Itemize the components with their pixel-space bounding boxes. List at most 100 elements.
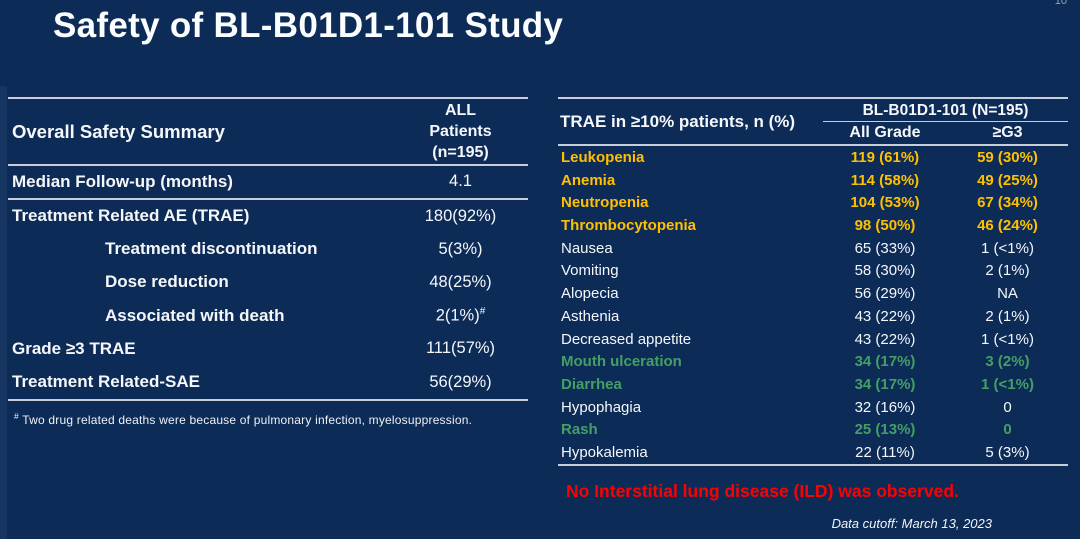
trae-row-name: Vomiting bbox=[561, 262, 619, 280]
summary-row-label: Dose reduction bbox=[105, 272, 229, 292]
summary-row-value: 5(3%) bbox=[438, 239, 483, 258]
no-ild-note: No Interstitial lung disease (ILD) was o… bbox=[566, 481, 959, 501]
summary-table-row: Dose reduction 48(25%) bbox=[8, 266, 528, 299]
trae-table-row: Decreased appetite 43 (22%) 1 (<1%) bbox=[558, 328, 1068, 351]
summary-table-row: Median Follow-up (months) 4.1 bbox=[8, 166, 528, 200]
trae-row-g3: 0 bbox=[1003, 421, 1012, 439]
summary-row-value: 2(1%)# bbox=[435, 305, 486, 325]
summary-row-label: Associated with death bbox=[105, 305, 285, 325]
trae-table-row: Anemia 114 (58%) 49 (25%) bbox=[558, 169, 1068, 192]
trae-table-header: TRAE in ≥10% patients, n (%) BL-B01D1-10… bbox=[558, 99, 1068, 146]
trae-row-name: Alopecia bbox=[561, 285, 619, 303]
trae-row-g3: 1 (<1%) bbox=[981, 239, 1034, 257]
trae-row-name: Hypophagia bbox=[561, 398, 642, 416]
trae-row-name: Asthenia bbox=[561, 307, 620, 325]
trae-sub-headers: All Grade ≥G3 bbox=[823, 122, 1068, 144]
trae-row-all-grade: 43 (22%) bbox=[854, 307, 916, 325]
summary-table-body: Median Follow-up (months) 4.1 Treatment Re… bbox=[8, 166, 528, 401]
trae-table-row: Thrombocytopenia 98 (50%) 46 (24%) bbox=[558, 214, 1068, 237]
trae-table-row: Mouth ulceration 34 (17%) 3 (2%) bbox=[558, 350, 1068, 373]
summary-row-value: 4.1 bbox=[449, 172, 472, 191]
trae-row-g3: 0 bbox=[1003, 398, 1012, 416]
trae-table-row: Leukopenia 119 (61%) 59 (30%) bbox=[558, 146, 1068, 169]
left-edge-strip bbox=[0, 86, 7, 539]
footnote-marker: # bbox=[479, 305, 486, 317]
trae-row-g3: 3 (2%) bbox=[985, 353, 1030, 371]
trae-table-row: Diarrhea 34 (17%) 1 (<1%) bbox=[558, 373, 1068, 396]
summary-table-column-header: ALL Patients (n=195) bbox=[429, 101, 492, 162]
summary-row-value: 111(57%) bbox=[425, 339, 496, 358]
trae-row-name: Decreased appetite bbox=[561, 330, 692, 348]
trae-row-all-grade: 56 (29%) bbox=[854, 285, 916, 303]
summary-row-label: Treatment Related AE (TRAE) bbox=[12, 206, 250, 226]
trae-row-g3: 1 (<1%) bbox=[981, 376, 1034, 394]
trae-row-g3: 59 (30%) bbox=[977, 148, 1038, 166]
summary-row-value: 56(29%) bbox=[429, 372, 492, 391]
trae-row-all-grade: 58 (30%) bbox=[854, 262, 916, 280]
summary-table-row: Treatment Related AE (TRAE) 180(92%) bbox=[8, 200, 528, 233]
trae-row-all-grade: 22 (11%) bbox=[855, 444, 915, 462]
summary-row-label: Treatment discontinuation bbox=[105, 239, 318, 259]
overall-safety-summary-table: Overall Safety Summary ALL Patients (n=1… bbox=[8, 97, 528, 401]
trae-column-group: BL-B01D1-101 (N=195) All Grade ≥G3 bbox=[823, 99, 1068, 144]
trae-table-row: Asthenia 43 (22%) 2 (1%) bbox=[558, 305, 1068, 328]
summary-row-value: 180(92%) bbox=[424, 206, 497, 225]
trae-row-all-grade: 114 (58%) bbox=[850, 171, 920, 189]
trae-row-name: Hypokalemia bbox=[561, 444, 648, 462]
trae-row-g3: 2 (1%) bbox=[985, 307, 1030, 325]
trae-row-g3: 2 (1%) bbox=[985, 262, 1030, 280]
trae-table: TRAE in ≥10% patients, n (%) BL-B01D1-10… bbox=[558, 97, 1068, 467]
trae-row-g3: 49 (25%) bbox=[977, 171, 1038, 189]
trae-row-name: Leukopenia bbox=[561, 148, 645, 166]
trae-table-row: Vomiting 58 (30%) 2 (1%) bbox=[558, 260, 1068, 283]
slide-title: Safety of BL-B01D1-101 Study bbox=[53, 6, 564, 45]
trae-row-name: Thrombocytopenia bbox=[561, 217, 697, 235]
summary-table-row: Associated with death 2(1%)# bbox=[8, 299, 528, 332]
summary-row-label: Grade ≥3 TRAE bbox=[12, 338, 136, 358]
trae-row-name: Rash bbox=[561, 421, 598, 439]
footnote-marker: # bbox=[14, 411, 19, 421]
trae-row-name: Nausea bbox=[561, 239, 613, 257]
trae-row-all-grade: 25 (13%) bbox=[854, 421, 916, 439]
trae-row-all-grade: 34 (17%) bbox=[854, 376, 916, 394]
trae-row-header: TRAE in ≥10% patients, n (%) bbox=[560, 111, 796, 131]
trae-table-row: Hypophagia 32 (16%) 0 bbox=[558, 396, 1068, 419]
slide-page-number: 10 bbox=[1054, 0, 1067, 7]
trae-row-name: Diarrhea bbox=[561, 376, 622, 394]
trae-table-row: Nausea 65 (33%) 1 (<1%) bbox=[558, 237, 1068, 260]
trae-subheader-all-grade: All Grade bbox=[849, 124, 921, 141]
trae-table-row: Hypokalemia 22 (11%) 5 (3%) bbox=[558, 441, 1068, 464]
trae-row-all-grade: 119 (61%) bbox=[850, 148, 920, 166]
summary-row-label: Treatment Related-SAE bbox=[12, 372, 200, 392]
summary-table-row: Treatment Related-SAE 56(29%) bbox=[8, 365, 528, 398]
trae-row-all-grade: 98 (50%) bbox=[854, 217, 916, 235]
footnote-text: Two drug related deaths were because of … bbox=[22, 413, 473, 427]
summary-table-header: Overall Safety Summary ALL Patients (n=1… bbox=[8, 99, 528, 166]
trae-row-g3: 46 (24%) bbox=[977, 217, 1038, 235]
trae-row-all-grade: 104 (53%) bbox=[850, 194, 920, 212]
trae-row-g3: 67 (34%) bbox=[977, 194, 1038, 212]
trae-row-all-grade: 65 (33%) bbox=[854, 239, 916, 257]
trae-row-all-grade: 43 (22%) bbox=[854, 330, 916, 348]
trae-row-name: Neutropenia bbox=[561, 194, 649, 212]
summary-row-value: 48(25%) bbox=[429, 272, 492, 291]
summary-table-row: Grade ≥3 TRAE 111(57%) bbox=[8, 332, 528, 365]
trae-row-g3: 5 (3%) bbox=[985, 444, 1030, 462]
trae-row-all-grade: 34 (17%) bbox=[854, 353, 916, 371]
trae-table-body: Leukopenia 119 (61%) 59 (30%) Anemia 114 (58… bbox=[558, 146, 1068, 467]
summary-footnote: # Two drug related deaths were because o… bbox=[14, 411, 472, 427]
trae-table-row: Alopecia 56 (29%) NA bbox=[558, 282, 1068, 305]
trae-row-name: Anemia bbox=[561, 171, 616, 189]
trae-row-g3: NA bbox=[997, 285, 1018, 303]
trae-table-row: Neutropenia 104 (53%) 67 (34%) bbox=[558, 191, 1068, 214]
trae-row-name: Mouth ulceration bbox=[561, 353, 682, 371]
trae-group-header: BL-B01D1-101 (N=195) bbox=[823, 99, 1068, 122]
trae-row-g3: 1 (<1%) bbox=[981, 330, 1034, 348]
trae-row-all-grade: 32 (16%) bbox=[854, 398, 916, 416]
summary-table-row: Treatment discontinuation 5(3%) bbox=[8, 233, 528, 266]
trae-subheader-g3: ≥G3 bbox=[992, 124, 1023, 141]
summary-table-title: Overall Safety Summary bbox=[12, 120, 225, 142]
summary-row-label: Median Follow-up (months) bbox=[12, 171, 233, 191]
trae-table-row: Rash 25 (13%) 0 bbox=[558, 419, 1068, 442]
